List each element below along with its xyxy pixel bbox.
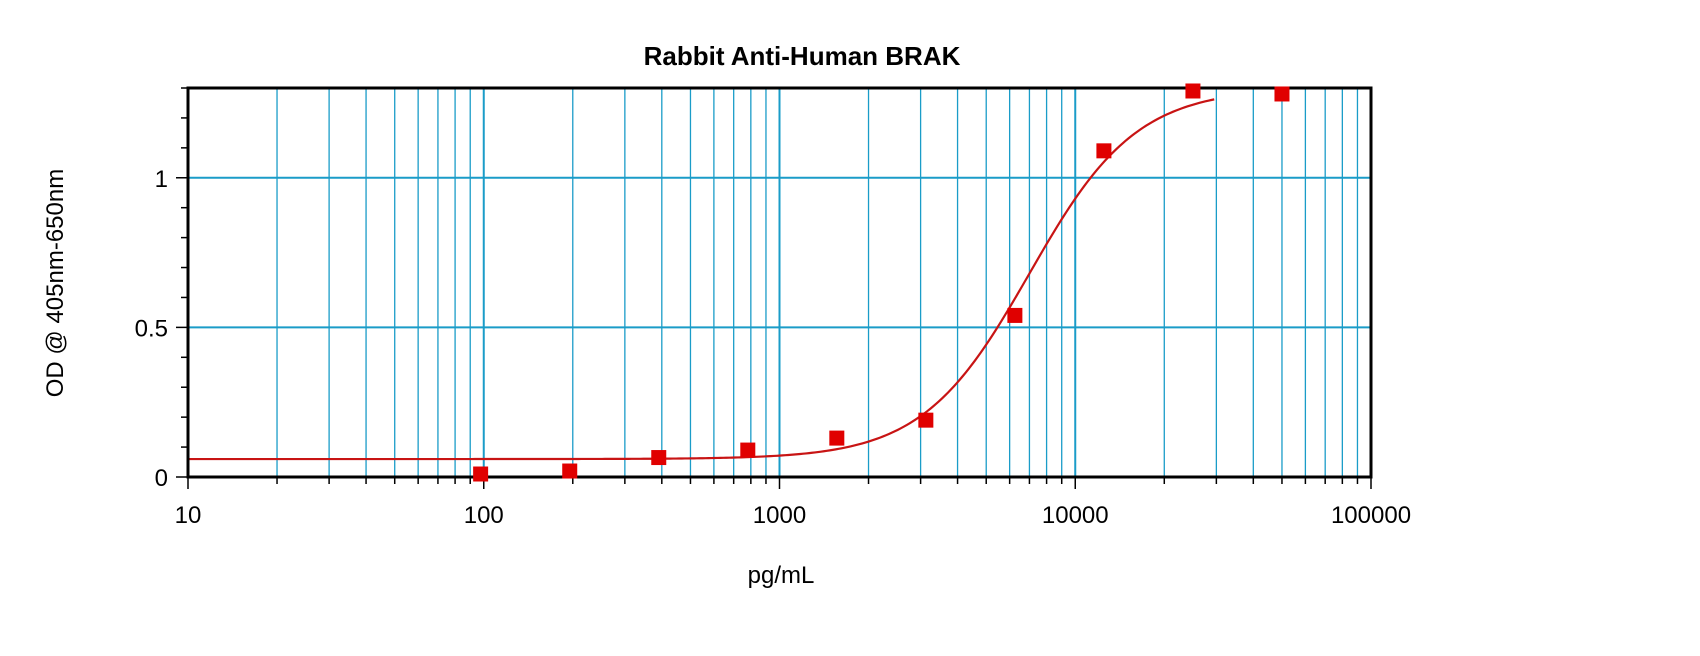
y-tick-label: 0.5 bbox=[135, 315, 168, 342]
y-axis-label: OD @ 405nm-650nm bbox=[42, 169, 69, 397]
data-point bbox=[1274, 86, 1290, 102]
data-point bbox=[740, 442, 756, 458]
data-point bbox=[562, 463, 578, 479]
grid-lines bbox=[188, 88, 1371, 477]
data-point bbox=[1096, 143, 1112, 159]
data-point bbox=[829, 430, 845, 446]
y-tick-label: 0 bbox=[155, 465, 168, 492]
data-point bbox=[1007, 307, 1023, 323]
x-axis-label: pg/mL bbox=[748, 562, 815, 589]
x-tick-label: 100000 bbox=[1331, 502, 1411, 529]
tick-labels: 10 100 1000 10000 100000 0 0.5 1 bbox=[135, 166, 1411, 529]
y-tick-label: 1 bbox=[155, 166, 168, 193]
chart-title: Rabbit Anti-Human BRAK bbox=[644, 41, 961, 71]
data-point bbox=[1185, 83, 1201, 99]
data-point bbox=[473, 466, 489, 482]
data-point bbox=[918, 412, 934, 428]
x-tick-label: 100 bbox=[464, 502, 504, 529]
x-tick-label: 10 bbox=[175, 502, 202, 529]
fit-curve bbox=[188, 98, 1215, 461]
x-tick-label: 10000 bbox=[1042, 502, 1109, 529]
plot-frame bbox=[176, 86, 1373, 489]
data-points bbox=[473, 83, 1290, 482]
data-point bbox=[651, 450, 667, 466]
fit-curve-layer bbox=[188, 98, 1215, 461]
x-tick-label: 1000 bbox=[753, 502, 806, 529]
